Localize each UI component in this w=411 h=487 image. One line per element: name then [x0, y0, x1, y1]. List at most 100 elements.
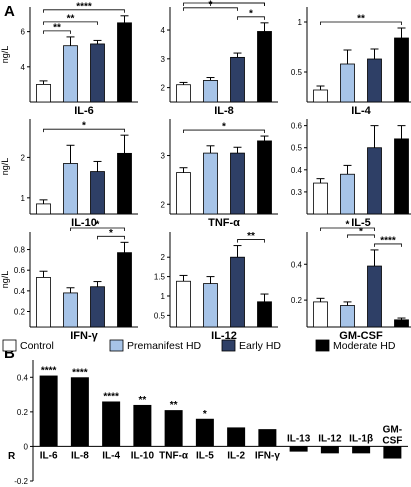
significance-label: ** — [247, 231, 255, 242]
significance-bracket — [374, 243, 402, 247]
y-tick-label: 3 — [161, 152, 166, 161]
y-tick-label: 0.8 — [14, 246, 26, 255]
y-tick-label: 0.5 — [291, 68, 303, 77]
category-label: IL-10 — [131, 450, 155, 461]
significance-bracket — [70, 227, 125, 231]
chart-title: IL-10 — [71, 217, 97, 229]
bar — [164, 410, 183, 447]
y-axis-label: ng/L — [0, 271, 10, 289]
bar — [195, 418, 214, 447]
significance-bracket — [43, 9, 125, 13]
y-tick-label: 1 — [161, 292, 166, 301]
chart-title: GM-CSF — [339, 330, 383, 342]
category-label: IL-13 — [287, 433, 311, 444]
y-tick-label: -0.2 — [14, 477, 28, 486]
significance-label: ** — [53, 22, 61, 33]
y-tick-label: 0.4 — [17, 373, 29, 382]
significance-label: **** — [216, 0, 232, 6]
bar — [117, 22, 132, 103]
significance-label: * — [82, 121, 86, 132]
chart-il-4: 0.5 1 ** IL-4 — [291, 7, 411, 117]
y-axis-label: R — [8, 451, 16, 462]
y-tick-label: 4 — [21, 63, 26, 72]
chart-title: IL-4 — [351, 105, 371, 117]
y-tick-label: 0.5 — [154, 311, 166, 320]
bar — [383, 446, 402, 459]
chart-ifn-g: 0.2 0.4 0.6 0.8 ng/L * * IFN-γ — [0, 220, 138, 342]
y-tick-label: 0.4 — [291, 260, 303, 269]
bar — [313, 182, 328, 215]
bar — [133, 404, 152, 447]
bar — [36, 277, 51, 328]
y-tick-label: 3 — [161, 55, 166, 64]
significance-label: **** — [72, 367, 88, 378]
legend-swatch — [315, 339, 330, 352]
significance-label: * — [249, 8, 253, 19]
bar — [102, 401, 121, 447]
bar — [63, 163, 78, 215]
y-tick-label: 1.5 — [154, 273, 166, 282]
y-tick-label: 0.6 — [291, 122, 303, 131]
bar — [176, 172, 191, 215]
bar — [340, 63, 355, 103]
bar — [63, 45, 78, 103]
significance-bracket — [237, 239, 265, 243]
y-tick-label: 0.4 — [14, 287, 26, 296]
bar — [230, 152, 245, 215]
bar — [90, 43, 105, 103]
legend-item-premanifest-hd: Premanifest HD — [109, 339, 202, 352]
chart-il-8: 234** ********IL-8 — [161, 0, 278, 117]
significance-bracket — [43, 21, 98, 25]
bar — [176, 84, 191, 103]
bar — [230, 256, 245, 328]
y-tick-label: 2 — [161, 253, 166, 262]
bar — [367, 147, 382, 215]
significance-label: ** — [67, 13, 75, 24]
y-tick-label: 0.6 — [14, 266, 26, 275]
significance-bracket — [183, 129, 265, 134]
legend-swatch — [221, 339, 236, 352]
panel-letter-a: A — [4, 3, 15, 20]
y-tick-label: 1 — [21, 194, 26, 203]
chart-correlation: -0.2 0 0.2 0.4 R **** IL-6 **** IL-8 **** IL-4 ** IL… — [8, 360, 408, 486]
bar — [63, 292, 78, 328]
chart-title: IFN-γ — [70, 330, 98, 342]
significance-bracket — [183, 7, 238, 11]
y-tick-label: 2 — [161, 200, 166, 209]
category-label: TNF-α — [159, 450, 189, 461]
y-tick-label: 1 — [298, 18, 303, 27]
chart-title: IL-5 — [351, 217, 371, 229]
bar — [117, 152, 132, 215]
significance-bracket — [97, 235, 125, 240]
bar — [394, 37, 409, 103]
bar — [203, 80, 218, 103]
legend-item-moderate-hd: Moderate HD — [315, 339, 396, 352]
y-tick-label: 0 — [24, 442, 29, 451]
bar — [313, 89, 328, 103]
significance-label: * — [109, 228, 113, 239]
bar — [257, 140, 272, 215]
significance-bracket — [320, 227, 375, 231]
category-label-line2: CSF — [382, 435, 402, 446]
y-tick-label: 2 — [21, 153, 26, 162]
chart-il-5: 0.3 0.4 0.5 0.6 IL-5 — [291, 119, 411, 229]
group-legend: Control Premanifest HD Early HD Moderate HD — [2, 339, 396, 352]
bar — [367, 58, 382, 103]
bar — [367, 265, 382, 328]
legend-swatch — [109, 339, 124, 352]
bar — [340, 305, 355, 328]
bar — [117, 252, 132, 328]
significance-bracket — [320, 21, 402, 25]
significance-label: * — [359, 226, 363, 237]
significance-label: ** — [170, 400, 178, 411]
bar — [313, 301, 328, 328]
bar — [90, 171, 105, 215]
bar — [176, 280, 191, 328]
y-axis-label: ng/L — [0, 158, 10, 176]
significance-label: **** — [103, 391, 119, 402]
chart-title: IL-6 — [74, 105, 94, 117]
legend-label: Control — [20, 340, 54, 352]
bar — [340, 173, 355, 215]
